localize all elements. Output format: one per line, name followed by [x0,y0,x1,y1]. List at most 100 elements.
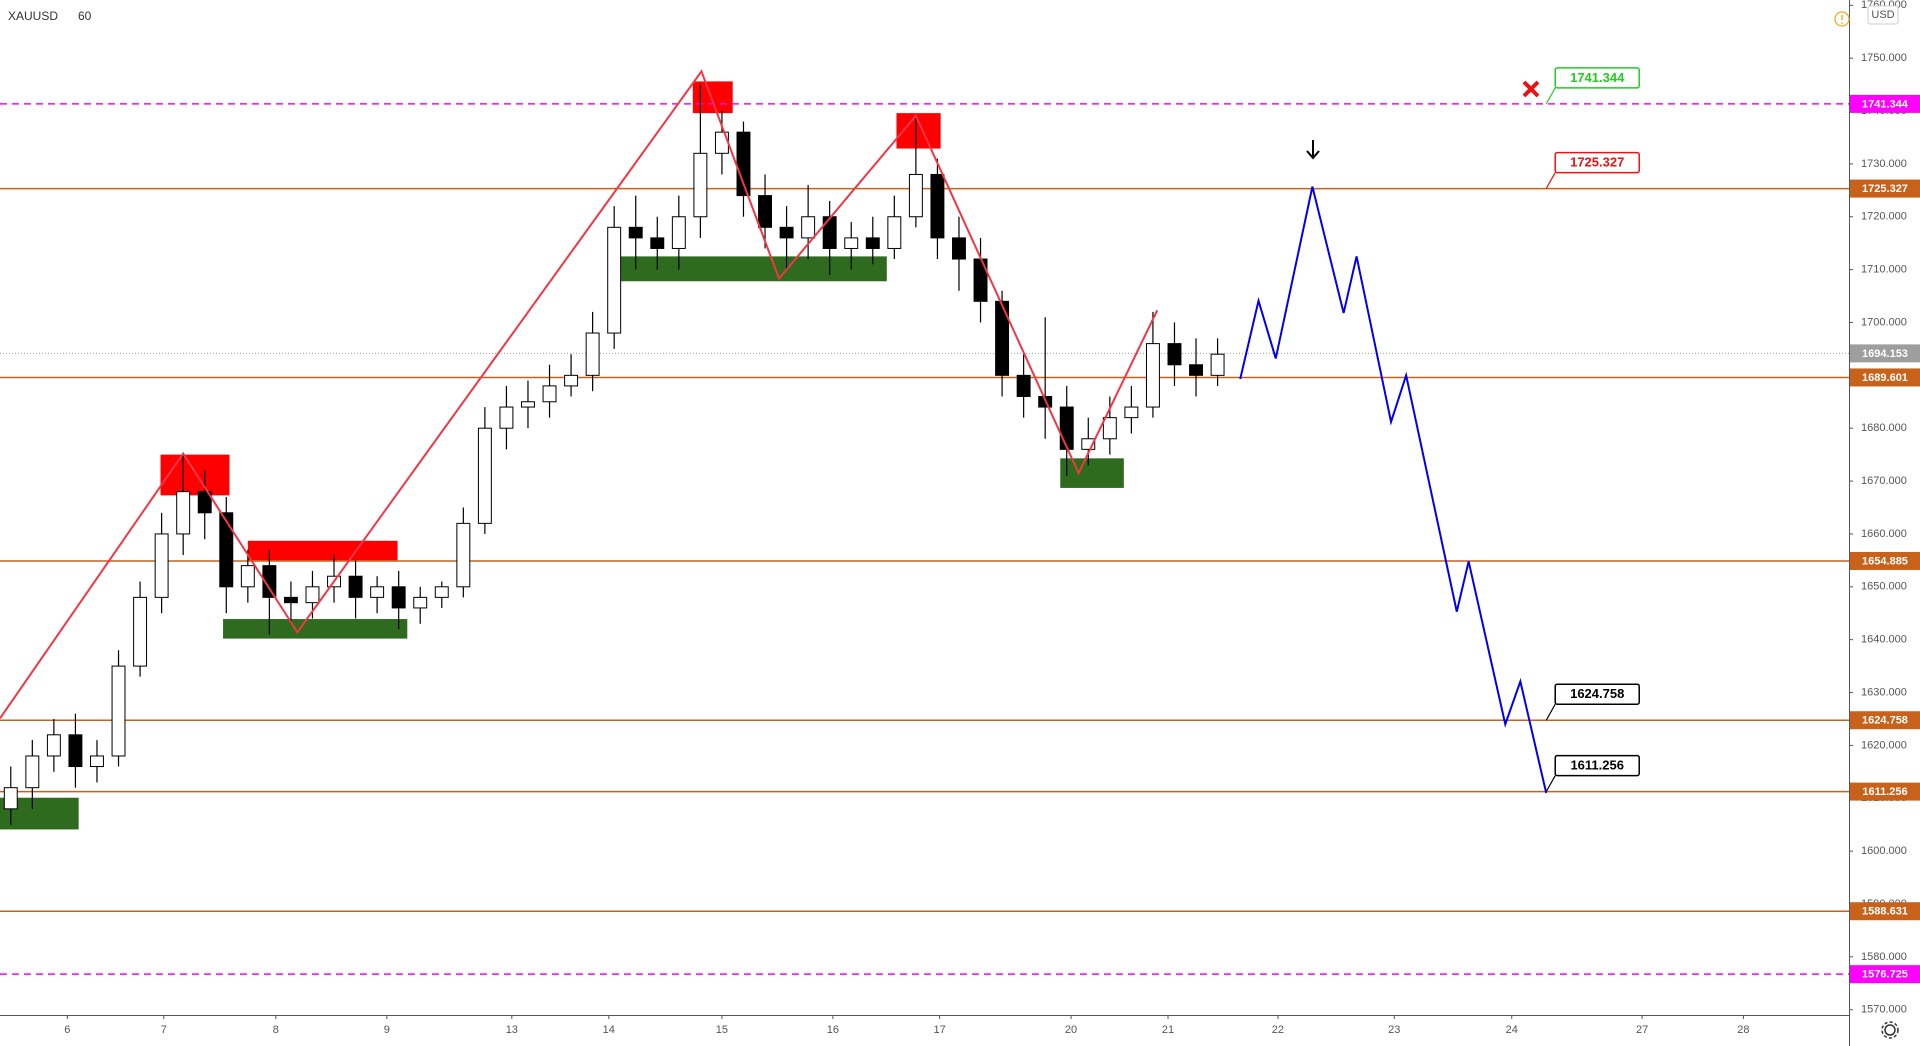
candle-body [391,586,406,609]
candle-body [1167,343,1182,366]
candle-body [111,665,126,757]
callout-box [1554,67,1640,89]
price-badge [1850,782,1920,801]
candle-body [434,586,449,598]
callout-pointer [1545,703,1556,721]
price-badge-label: 1576.725 [1862,969,1908,981]
y-tick-label: 1680.000 [1861,422,1907,434]
price-badge-label: 1741.344 [1862,98,1909,110]
candle-body [844,237,859,249]
zigzag-line [0,69,1159,719]
candle-body [650,237,665,249]
price-badge-label: 1654.885 [1862,555,1908,567]
price-badge-label: 1611.256 [1862,786,1907,798]
candle-body [219,512,234,588]
price-badge [1850,551,1920,570]
y-tick-label: 1710.000 [1861,264,1907,276]
zone [620,256,887,282]
x-tick-label: 7 [161,1024,167,1036]
x-tick-label: 13 [506,1024,518,1036]
candle-body [3,787,18,810]
callout-label: 1611.256 [1570,758,1624,773]
zone [160,454,230,496]
x-tick-label: 27 [1636,1024,1648,1036]
candle-body [521,401,535,408]
callout-pointer [1545,172,1556,189]
zone [223,619,408,639]
zone [247,540,398,561]
candle-body [585,332,600,376]
callout-label: 1725.327 [1570,155,1624,170]
y-tick-label: 1570.000 [1861,1004,1907,1016]
candle-body [887,216,902,249]
zone [692,81,733,114]
x-tick-label: 9 [384,1024,390,1036]
candle-body [930,173,945,239]
candle-body [779,226,794,239]
interval: 60 [78,9,92,23]
callout-label: 1624.758 [1570,686,1624,701]
candle-body [952,237,966,260]
y-tick-label: 1640.000 [1861,634,1907,646]
candle-body [240,565,255,588]
plot-area: 1741.344 1725.327 1624.758 1611.256 [0,67,1849,975]
candle-body [1210,353,1225,376]
price-badge-label: 1588.631 [1862,906,1908,918]
candle-body [1016,374,1031,397]
candle-body [413,596,428,609]
x-tick-label: 16 [827,1024,839,1036]
y-tick-label: 1700.000 [1861,316,1907,328]
price-badge [1850,711,1920,730]
price-badge [1850,344,1920,363]
x-tick-label: 17 [933,1024,945,1036]
candle-body [348,575,363,598]
callout-box [1554,683,1640,705]
red-x-icon [1522,80,1540,98]
x-tick-label: 24 [1506,1024,1518,1036]
price-badge-label: 1689.601 [1862,372,1908,384]
x-tick-label: 23 [1388,1024,1400,1036]
y-tick-label: 1620.000 [1861,739,1907,751]
candle-body [477,427,492,524]
x-tick-label: 15 [716,1024,728,1036]
y-tick-label: 1630.000 [1861,686,1907,698]
candle-body [1145,343,1160,408]
candle-body [1081,438,1096,450]
candle-body [262,565,277,598]
x-tick-label: 28 [1737,1024,1749,1036]
candle-body [1124,406,1139,419]
callout-pointer [1545,775,1556,792]
candle-body [995,300,1010,376]
arrow-head [1306,150,1320,160]
zone [1060,458,1124,488]
y-tick-label: 1650.000 [1861,581,1907,593]
candle-body [370,586,385,598]
y-tick-label: 1600.000 [1861,845,1907,857]
price-badge [1850,368,1920,387]
candle-body [607,226,622,334]
price-badge-label: 1694.153 [1862,348,1908,360]
axes: 1570.0001580.0001590.0001600.0001610.000… [64,0,1920,1036]
symbol: XAUUSD [8,9,58,23]
candle-body [1102,417,1117,440]
y-tick-label: 1750.000 [1861,52,1907,64]
candle-body [801,216,816,239]
candle-body [628,226,643,239]
warning-icon[interactable] [1834,11,1850,27]
candle-body [46,734,61,757]
candle-body [542,385,557,403]
y-tick-label: 1660.000 [1861,528,1907,540]
gear[interactable] [1884,1024,1896,1036]
x-tick-label: 14 [603,1024,615,1036]
currency-box[interactable] [1867,5,1899,25]
candle-body [154,533,169,598]
price-badge [1850,94,1920,113]
x-tick-label: 6 [64,1024,70,1036]
projection-line [1239,186,1548,794]
candle-body [68,734,83,768]
settings-icon[interactable] [1881,1021,1899,1039]
y-tick-label: 1580.000 [1861,951,1907,963]
